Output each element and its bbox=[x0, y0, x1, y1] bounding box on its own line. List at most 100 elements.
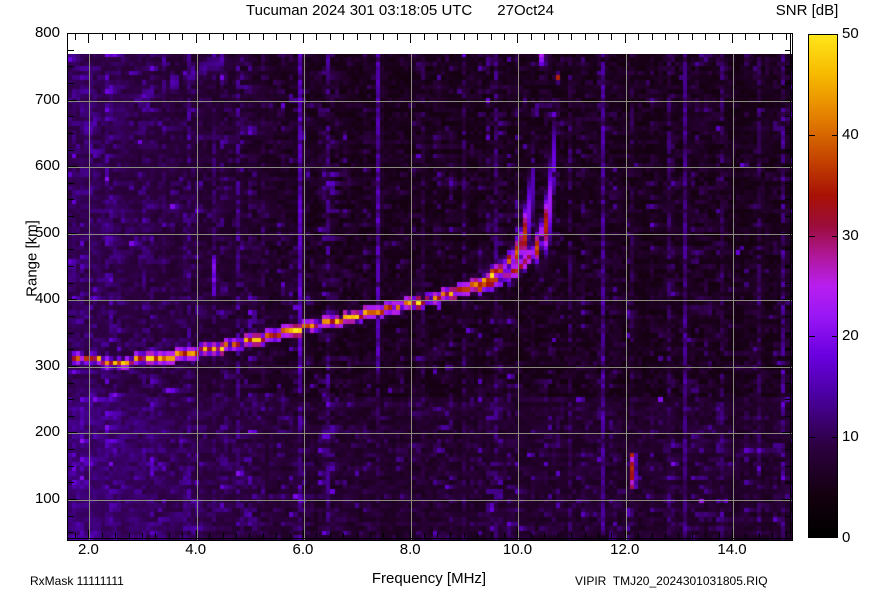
x-axis-title: Frequency [MHz] bbox=[371, 570, 487, 587]
x-tick-minor-top bbox=[531, 34, 532, 40]
x-tick-minor bbox=[692, 533, 693, 539]
colorbar-tick bbox=[832, 336, 838, 337]
x-tick-minor-top bbox=[155, 34, 156, 40]
x-tick-minor bbox=[75, 533, 76, 539]
x-tick-minor-top bbox=[330, 34, 331, 40]
y-tick-major-right bbox=[782, 233, 791, 234]
x-tick-minor-top bbox=[491, 34, 492, 40]
y-tick-major bbox=[68, 432, 77, 433]
y-tick-minor-right bbox=[785, 199, 791, 200]
x-tick-minor-top bbox=[678, 34, 679, 40]
rxmask-label: RxMask 11111111 bbox=[30, 574, 124, 588]
colorbar-tick bbox=[832, 236, 838, 237]
x-tick-minor bbox=[450, 533, 451, 539]
y-tick-label: 700 bbox=[34, 90, 60, 108]
ionogram-plot-area[interactable] bbox=[67, 33, 793, 541]
x-tick-minor-top bbox=[102, 34, 103, 40]
x-tick-minor-top bbox=[397, 34, 398, 40]
gridline-horizontal bbox=[68, 234, 792, 235]
gridline-vertical bbox=[626, 34, 627, 540]
x-tick-minor bbox=[491, 533, 492, 539]
x-tick-minor-top bbox=[558, 34, 559, 40]
y-tick-label: 400 bbox=[34, 290, 60, 308]
y-tick-minor-right bbox=[785, 249, 791, 250]
y-tick-minor-right bbox=[785, 150, 791, 151]
x-tick-minor-top bbox=[370, 34, 371, 40]
y-tick-minor bbox=[68, 333, 74, 334]
x-tick-minor bbox=[504, 533, 505, 539]
x-tick-minor-top bbox=[343, 34, 344, 40]
y-tick-minor-right bbox=[785, 333, 791, 334]
colorbar-tick bbox=[809, 437, 815, 438]
y-tick-minor-right bbox=[785, 316, 791, 317]
x-tick-minor-top bbox=[464, 34, 465, 40]
x-tick-minor bbox=[223, 533, 224, 539]
x-tick-minor-top bbox=[598, 34, 599, 40]
x-tick-minor-top bbox=[424, 34, 425, 40]
x-tick-minor bbox=[571, 533, 572, 539]
y-tick-minor bbox=[68, 249, 74, 250]
y-tick-minor bbox=[68, 83, 74, 84]
x-tick-minor bbox=[397, 533, 398, 539]
gridline-horizontal bbox=[68, 433, 792, 434]
y-tick-label: 800 bbox=[34, 24, 60, 41]
y-tick-major-right bbox=[782, 366, 791, 367]
y-tick-major-right bbox=[782, 166, 791, 167]
x-tick-minor-top bbox=[638, 34, 639, 40]
x-tick-minor-top bbox=[182, 34, 183, 40]
y-tick-minor bbox=[68, 133, 74, 134]
gridline-horizontal bbox=[68, 500, 792, 501]
x-tick-minor bbox=[115, 533, 116, 539]
x-tick-minor bbox=[705, 533, 706, 539]
x-tick-minor bbox=[665, 533, 666, 539]
x-tick-minor-top bbox=[115, 34, 116, 40]
x-tick-minor-top bbox=[383, 34, 384, 40]
y-tick-minor bbox=[68, 449, 74, 450]
x-tick-label: 10.0 bbox=[502, 541, 533, 558]
x-tick-minor bbox=[772, 533, 773, 539]
x-tick-minor bbox=[316, 533, 317, 539]
x-tick-major bbox=[732, 530, 733, 539]
y-tick-minor-right bbox=[785, 216, 791, 217]
x-tick-minor-top bbox=[705, 34, 706, 40]
x-tick-minor-top bbox=[437, 34, 438, 40]
x-tick-label: 14.0 bbox=[717, 541, 747, 558]
y-tick-minor bbox=[68, 50, 74, 51]
x-tick-minor bbox=[276, 533, 277, 539]
y-tick-minor bbox=[68, 150, 74, 151]
gridline-vertical bbox=[304, 34, 305, 540]
y-tick-minor-right bbox=[785, 283, 791, 284]
y-tick-minor bbox=[68, 266, 74, 267]
y-tick-minor-right bbox=[785, 399, 791, 400]
x-tick-minor-top bbox=[759, 34, 760, 40]
colorbar-tick bbox=[809, 336, 815, 337]
x-tick-minor-top bbox=[129, 34, 130, 40]
colorbar-tick bbox=[832, 437, 838, 438]
y-tick-minor bbox=[68, 349, 74, 350]
x-tick-major bbox=[196, 530, 197, 539]
y-tick-major bbox=[68, 499, 77, 500]
y-tick-label: 600 bbox=[34, 157, 60, 175]
x-tick-minor bbox=[383, 533, 384, 539]
y-tick-label: 200 bbox=[34, 423, 60, 441]
x-tick-label: 12.0 bbox=[610, 541, 640, 558]
x-tick-minor bbox=[544, 533, 545, 539]
x-tick-minor bbox=[759, 533, 760, 539]
x-tick-major-top bbox=[303, 34, 304, 43]
source-file-label: VIPIR TMJ20_2024301031805.RIQ bbox=[575, 574, 768, 588]
y-tick-major bbox=[68, 299, 77, 300]
y-tick-minor-right bbox=[785, 466, 791, 467]
x-tick-minor bbox=[209, 533, 210, 539]
y-tick-major bbox=[68, 100, 77, 101]
gridline-vertical bbox=[518, 34, 519, 540]
x-tick-minor-top bbox=[692, 34, 693, 40]
y-tick-minor bbox=[68, 66, 74, 67]
y-tick-major-right bbox=[782, 432, 791, 433]
x-tick-minor-top bbox=[611, 34, 612, 40]
x-tick-major bbox=[410, 530, 411, 539]
x-tick-minor-top bbox=[316, 34, 317, 40]
x-tick-minor bbox=[236, 533, 237, 539]
x-tick-minor-top bbox=[249, 34, 250, 40]
colorbar[interactable] bbox=[808, 34, 838, 538]
gridline-horizontal bbox=[68, 300, 792, 301]
